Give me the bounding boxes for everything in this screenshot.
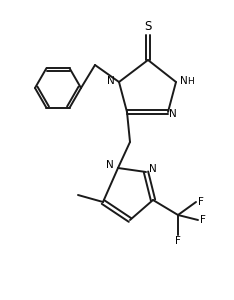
Text: N: N [169,109,177,119]
Text: H: H [187,76,193,85]
Text: N: N [149,164,157,174]
Text: F: F [175,236,181,246]
Text: F: F [198,197,204,207]
Text: N: N [180,76,188,86]
Text: S: S [144,20,152,34]
Text: N: N [107,76,115,86]
Text: N: N [106,160,114,170]
Text: F: F [200,215,206,225]
